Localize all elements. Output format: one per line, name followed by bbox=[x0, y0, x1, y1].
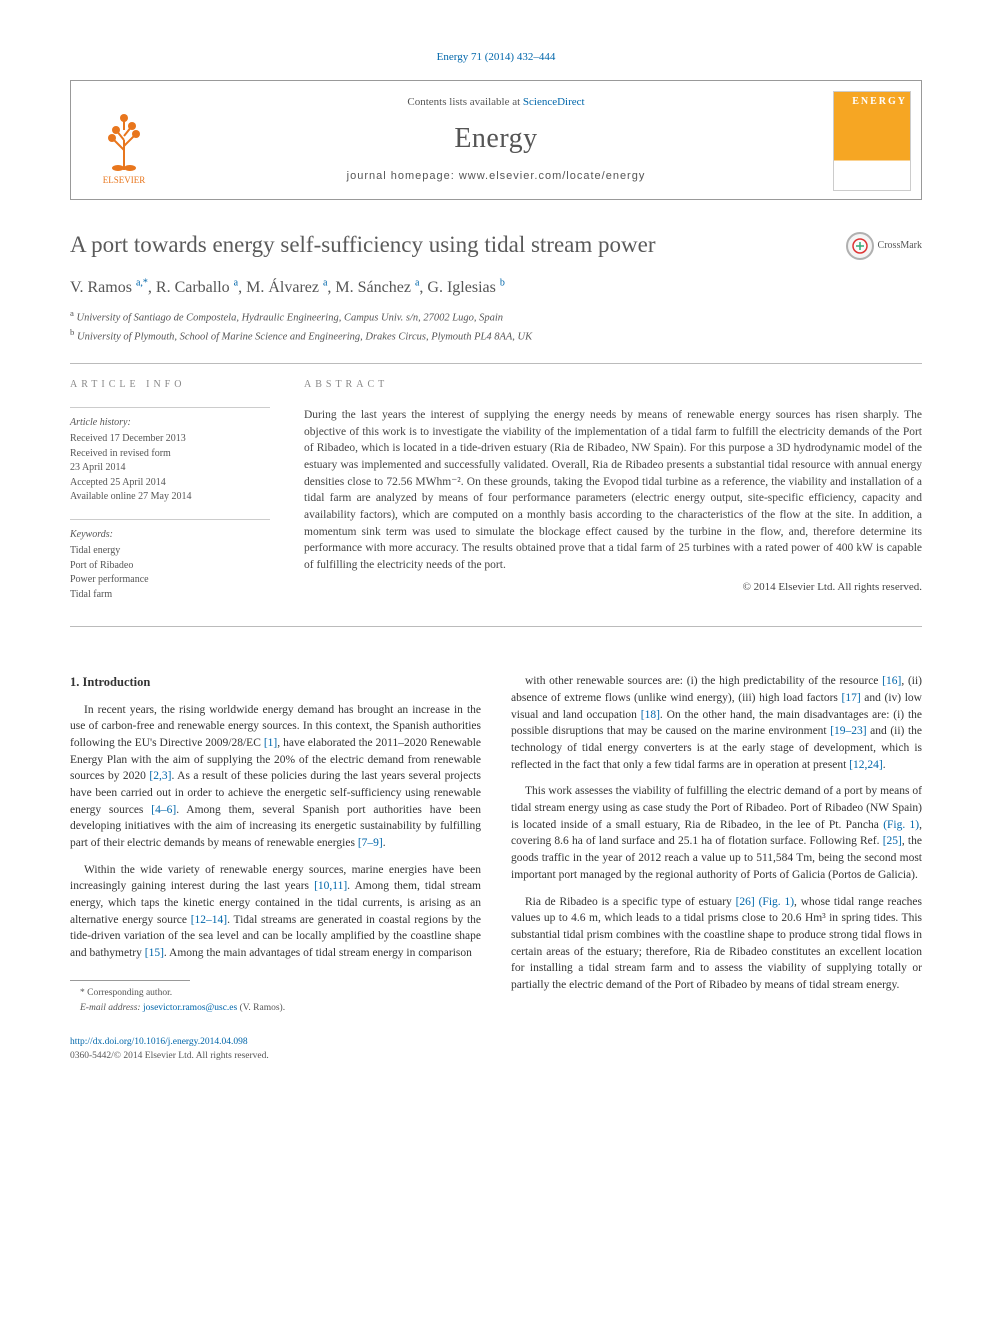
body-paragraph: with other renewable sources are: (i) th… bbox=[511, 673, 922, 773]
footnotes: * Corresponding author. E-mail address: … bbox=[70, 987, 481, 1017]
body-paragraph: In recent years, the rising worldwide en… bbox=[70, 702, 481, 852]
reference-link[interactable]: [1] bbox=[264, 737, 277, 749]
doi-link[interactable]: http://dx.doi.org/10.1016/j.energy.2014.… bbox=[70, 1037, 248, 1047]
reference-link[interactable]: [12,24] bbox=[849, 759, 883, 771]
reference-link[interactable]: [4–6] bbox=[151, 804, 176, 816]
affil-text: University of Santiago de Compostela, Hy… bbox=[77, 312, 504, 323]
journal-header: ELSEVIER ENERGY Contents lists available… bbox=[70, 80, 922, 200]
history-line: Received in revised form bbox=[70, 447, 270, 462]
history-line: 23 April 2014 bbox=[70, 461, 270, 476]
author-email-link[interactable]: josevictor.ramos@usc.es bbox=[143, 1003, 237, 1013]
article-footer: http://dx.doi.org/10.1016/j.energy.2014.… bbox=[70, 1036, 922, 1064]
body-two-columns: 1. Introduction In recent years, the ris… bbox=[70, 673, 922, 1016]
crossmark-label: CrossMark bbox=[878, 239, 922, 254]
homepage-url: www.elsevier.com/locate/energy bbox=[459, 170, 646, 182]
history-label: Article history: bbox=[70, 416, 270, 431]
reference-link[interactable]: [7–9] bbox=[358, 837, 383, 849]
journal-cover-thumbnail: ENERGY bbox=[833, 91, 911, 191]
journal-name: Energy bbox=[181, 119, 811, 160]
history-line: Received 17 December 2013 bbox=[70, 432, 270, 447]
reference-link[interactable]: (Fig. 1) bbox=[759, 896, 794, 908]
body-paragraph: Ria de Ribadeo is a specific type of est… bbox=[511, 894, 922, 994]
divider bbox=[70, 626, 922, 627]
reference-link[interactable]: [15] bbox=[145, 947, 164, 959]
affiliations: a University of Santiago de Compostela, … bbox=[70, 307, 922, 346]
contents-available-line: Contents lists available at ScienceDirec… bbox=[181, 95, 811, 111]
section-heading-introduction: 1. Introduction bbox=[70, 673, 481, 691]
homepage-prefix: journal homepage: bbox=[347, 170, 459, 182]
cover-title: ENERGY bbox=[837, 95, 907, 110]
keyword: Port of Ribadeo bbox=[70, 559, 270, 574]
email-label: E-mail address: bbox=[80, 1003, 143, 1013]
abstract-heading: ABSTRACT bbox=[304, 378, 922, 393]
body-paragraph: Within the wide variety of renewable ene… bbox=[70, 862, 481, 962]
footnote-separator bbox=[70, 980, 190, 981]
crossmark-icon bbox=[846, 232, 874, 260]
abstract-copyright: © 2014 Elsevier Ltd. All rights reserved… bbox=[304, 580, 922, 596]
article-history: Article history: Received 17 December 20… bbox=[70, 416, 270, 505]
reference-link[interactable]: [18] bbox=[641, 709, 660, 721]
affil-text: University of Plymouth, School of Marine… bbox=[77, 332, 532, 343]
affil-sup: a bbox=[70, 308, 74, 318]
sciencedirect-link[interactable]: ScienceDirect bbox=[523, 96, 585, 108]
email-line: E-mail address: josevictor.ramos@usc.es … bbox=[70, 1002, 481, 1016]
keywords-label: Keywords: bbox=[70, 528, 270, 543]
keyword: Tidal farm bbox=[70, 588, 270, 603]
article-info-column: ARTICLE INFO Article history: Received 1… bbox=[70, 378, 270, 616]
keyword: Tidal energy bbox=[70, 544, 270, 559]
reference-link[interactable]: [17] bbox=[842, 692, 861, 704]
corresponding-author-note: * Corresponding author. bbox=[70, 987, 481, 1001]
body-paragraph: This work assesses the viability of fulf… bbox=[511, 783, 922, 883]
reference-link[interactable]: [19–23] bbox=[830, 725, 866, 737]
issn-copyright-line: 0360-5442/© 2014 Elsevier Ltd. All right… bbox=[70, 1051, 269, 1061]
history-line: Accepted 25 April 2014 bbox=[70, 476, 270, 491]
abstract-text: During the last years the interest of su… bbox=[304, 407, 922, 574]
reference-link[interactable]: [26] bbox=[736, 896, 755, 908]
article-info-heading: ARTICLE INFO bbox=[70, 378, 270, 393]
elsevier-tree-icon bbox=[94, 110, 154, 174]
info-divider bbox=[70, 407, 270, 408]
email-attribution: (V. Ramos). bbox=[237, 1003, 285, 1013]
affil-sup: b bbox=[70, 327, 74, 337]
reference-link[interactable]: [25] bbox=[883, 835, 902, 847]
author-list: V. Ramos a,*, R. Carballo a, M. Álvarez … bbox=[70, 276, 922, 299]
keyword: Power performance bbox=[70, 573, 270, 588]
reference-link[interactable]: (Fig. 1) bbox=[883, 819, 919, 831]
publisher-logo: ELSEVIER bbox=[81, 91, 167, 187]
history-line: Available online 27 May 2014 bbox=[70, 490, 270, 505]
article-title: A port towards energy self-sufficiency u… bbox=[70, 228, 828, 261]
journal-homepage-line: journal homepage: www.elsevier.com/locat… bbox=[181, 169, 811, 185]
affiliation-a: a University of Santiago de Compostela, … bbox=[70, 307, 922, 326]
abstract-column: ABSTRACT During the last years the inter… bbox=[304, 378, 922, 616]
reference-link[interactable]: [12–14] bbox=[191, 914, 227, 926]
contents-prefix: Contents lists available at bbox=[407, 96, 522, 108]
citation-line: Energy 71 (2014) 432–444 bbox=[70, 50, 922, 66]
reference-link[interactable]: [10,11] bbox=[314, 880, 347, 892]
reference-link[interactable]: [2,3] bbox=[149, 770, 171, 782]
divider bbox=[70, 363, 922, 364]
crossmark-widget[interactable]: CrossMark bbox=[846, 232, 922, 260]
keywords-block: Keywords: Tidal energy Port of Ribadeo P… bbox=[70, 528, 270, 603]
publisher-name: ELSEVIER bbox=[103, 174, 146, 187]
reference-link[interactable]: [16] bbox=[882, 675, 901, 687]
info-divider bbox=[70, 519, 270, 520]
affiliation-b: b University of Plymouth, School of Mari… bbox=[70, 326, 922, 345]
